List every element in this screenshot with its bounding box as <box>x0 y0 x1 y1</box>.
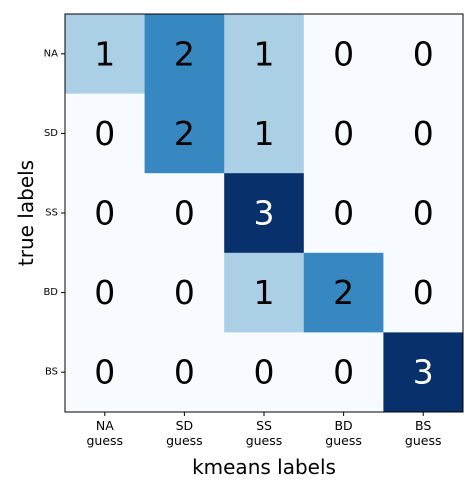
heatmap-cell <box>383 14 464 95</box>
cell-value-label: 0 <box>333 114 354 153</box>
cell-value-label: 2 <box>333 273 354 312</box>
cell-value-label: 0 <box>94 114 115 153</box>
cell-value-label: 0 <box>333 353 354 392</box>
heatmap-cell <box>224 252 305 333</box>
cell-value-label: 2 <box>174 34 195 73</box>
cell-value-label: 0 <box>333 34 354 73</box>
x-tick-label: guess <box>87 433 124 448</box>
y-tick-label: BS <box>45 367 58 378</box>
heatmap-cell <box>383 93 464 174</box>
heatmap-cell <box>144 14 225 95</box>
heatmap-cell <box>65 93 146 174</box>
x-tick-label: guess <box>246 433 283 448</box>
heatmap-cell <box>383 173 464 254</box>
x-tick-label: BS <box>415 418 431 433</box>
heatmap-cell <box>144 332 225 413</box>
cell-value-label: 3 <box>413 353 434 392</box>
cell-value-label: 0 <box>174 273 195 312</box>
cell-value-label: 3 <box>254 194 275 233</box>
heatmap-cell <box>303 14 384 95</box>
heatmap-cell <box>144 252 225 333</box>
heatmap-cells <box>65 14 464 413</box>
y-axis-ticks: NA SD SS BD BS <box>43 48 65 378</box>
cell-value-label: 0 <box>413 34 434 73</box>
heatmap-cell <box>224 14 305 95</box>
y-tick-label: BD <box>43 287 58 298</box>
cell-value-label: 1 <box>254 34 275 73</box>
heatmap-cell <box>65 252 146 333</box>
heatmap-cell <box>383 252 464 333</box>
x-tick-label: BD <box>334 418 352 433</box>
cell-value-labels: 1 2 1 0 0 0 2 1 0 0 0 0 3 0 0 0 0 1 2 0 0 0 0 0 3 <box>94 34 433 391</box>
cell-value-label: 1 <box>254 273 275 312</box>
heatmap-cell <box>303 252 384 333</box>
x-tick-label: guess <box>166 433 203 448</box>
y-axis-label: true labels <box>14 160 38 266</box>
heatmap-cell <box>224 93 305 174</box>
heatmap-cell <box>65 14 146 95</box>
x-tick-label: SD <box>176 418 194 433</box>
heatmap-cell <box>303 173 384 254</box>
y-tick-label: SS <box>45 208 58 219</box>
cell-value-label: 0 <box>254 353 275 392</box>
heatmap-cell <box>65 173 146 254</box>
heatmap-cell <box>383 332 464 413</box>
cell-value-label: 0 <box>174 353 195 392</box>
cell-value-label: 0 <box>413 114 434 153</box>
heatmap-cell <box>224 173 305 254</box>
y-tick-label: SD <box>44 128 58 139</box>
cell-value-label: 1 <box>254 114 275 153</box>
x-axis-label: kmeans labels <box>192 455 336 479</box>
y-tick-label: NA <box>44 48 58 59</box>
cell-value-label: 0 <box>94 353 115 392</box>
cell-value-label: 0 <box>413 273 434 312</box>
x-tick-label: guess <box>405 433 442 448</box>
x-tick-label: SS <box>256 418 272 433</box>
heatmap-cell <box>224 332 305 413</box>
cell-value-label: 0 <box>174 194 195 233</box>
x-tick-label: guess <box>325 433 362 448</box>
cell-value-label: 2 <box>174 114 195 153</box>
heatmap-cell <box>144 173 225 254</box>
cell-value-label: 0 <box>413 194 434 233</box>
heatmap-cell <box>144 93 225 174</box>
heatmap-cell <box>303 332 384 413</box>
cell-value-label: 0 <box>94 273 115 312</box>
heatmap-cell <box>303 93 384 174</box>
x-tick-label: NA <box>96 418 114 433</box>
cell-value-label: 0 <box>94 194 115 233</box>
cell-value-label: 0 <box>333 194 354 233</box>
heatmap-cell <box>65 332 146 413</box>
cell-value-label: 1 <box>94 34 115 73</box>
